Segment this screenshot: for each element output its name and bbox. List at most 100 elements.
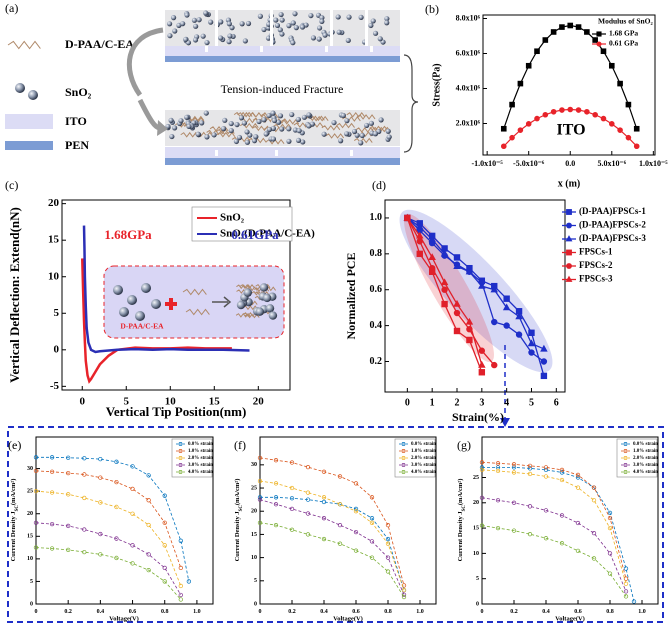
marker	[566, 222, 572, 229]
particle	[244, 129, 250, 135]
marker	[543, 536, 549, 541]
marker	[584, 29, 590, 35]
marker	[289, 496, 295, 501]
panel-label: (d)	[372, 178, 386, 192]
fiber	[346, 111, 366, 118]
fiber	[254, 291, 270, 296]
legend-text: (D-PAA)FPSCs-2	[579, 220, 646, 230]
marker	[540, 344, 548, 352]
y-tick-label: 4.0x10⁶	[456, 83, 481, 92]
marker	[509, 134, 515, 141]
y-tick-label: 0.6	[370, 284, 383, 295]
marker	[273, 481, 279, 486]
x-tick-label: 0	[259, 609, 262, 615]
legend-box	[191, 206, 293, 242]
marker	[596, 31, 602, 37]
marker	[625, 134, 632, 141]
series-line	[482, 466, 635, 602]
particle	[262, 293, 272, 303]
marker	[49, 469, 55, 474]
marker	[542, 37, 549, 43]
pen-layer	[165, 56, 400, 62]
annotation: ITO	[556, 122, 585, 139]
x-tick-label: -5.0x10⁻⁶	[513, 159, 545, 168]
particle	[268, 311, 278, 320]
x-tick-label: 0.0	[565, 159, 575, 168]
y-axis-label: Vertical Deflection: Extend(nN)	[7, 207, 22, 383]
particle	[183, 36, 189, 43]
marker	[623, 594, 629, 599]
plot-frame	[35, 436, 214, 605]
particle	[301, 114, 307, 120]
panel-label: (a)	[5, 1, 18, 15]
particle	[226, 21, 232, 27]
y-axis-label: Current Density JSC(mA/cm²)	[234, 479, 243, 562]
marker	[608, 121, 615, 127]
marker	[575, 475, 581, 480]
marker	[623, 463, 628, 467]
legend-text: 2.0% strain	[188, 456, 213, 461]
particle	[336, 29, 342, 35]
crack	[215, 150, 218, 156]
marker	[401, 587, 407, 593]
y-axis-label-part: (mA/cm²)	[457, 479, 464, 506]
particle	[290, 40, 296, 46]
marker	[566, 249, 572, 256]
marker	[114, 555, 119, 561]
marker	[337, 474, 343, 479]
particle	[28, 90, 38, 100]
marker	[82, 549, 87, 555]
x-tick-label: 0.4	[320, 609, 328, 615]
particle	[295, 116, 301, 123]
fiber	[233, 111, 253, 118]
marker	[575, 485, 581, 490]
x-tick-label: 0.8	[384, 609, 392, 615]
marker	[162, 520, 167, 525]
marker	[511, 528, 517, 533]
marker	[385, 522, 391, 528]
marker	[369, 555, 375, 560]
particle	[113, 285, 123, 295]
marker	[337, 522, 343, 528]
legend-text: 0.0% strain	[633, 442, 658, 447]
legend-text: 1.0% strain	[633, 449, 658, 454]
marker	[623, 589, 629, 594]
marker	[453, 262, 461, 270]
marker	[500, 125, 507, 132]
y-tick-label: 0.4	[370, 320, 383, 331]
marker	[607, 515, 613, 521]
particle	[169, 133, 175, 140]
marker	[478, 347, 486, 354]
series-line	[35, 547, 182, 600]
marker	[495, 461, 501, 466]
marker	[503, 295, 510, 302]
marker	[515, 312, 523, 320]
fiber	[353, 137, 373, 144]
series-line	[481, 461, 627, 579]
marker	[82, 472, 87, 477]
marker	[353, 548, 359, 553]
particle	[270, 110, 276, 116]
marker	[114, 479, 119, 485]
marker	[257, 455, 263, 461]
marker	[369, 516, 375, 521]
marker	[289, 527, 295, 532]
particle	[368, 22, 374, 29]
marker	[273, 458, 279, 463]
marker	[178, 456, 183, 460]
marker	[478, 369, 486, 376]
marker	[401, 463, 406, 467]
legend-text: FPSCs-3	[579, 274, 613, 284]
annotation: D-PAA/C-EA	[120, 322, 164, 331]
particle	[167, 33, 173, 39]
particle	[354, 132, 360, 138]
marker	[623, 442, 628, 446]
marker	[33, 455, 39, 460]
x-tick-label: 1	[430, 397, 435, 408]
marker	[130, 561, 135, 566]
particle	[236, 300, 246, 310]
particle	[199, 120, 205, 126]
marker	[631, 599, 637, 604]
marker	[540, 372, 548, 380]
y-tick-label: 6.0x10⁶	[456, 48, 481, 57]
